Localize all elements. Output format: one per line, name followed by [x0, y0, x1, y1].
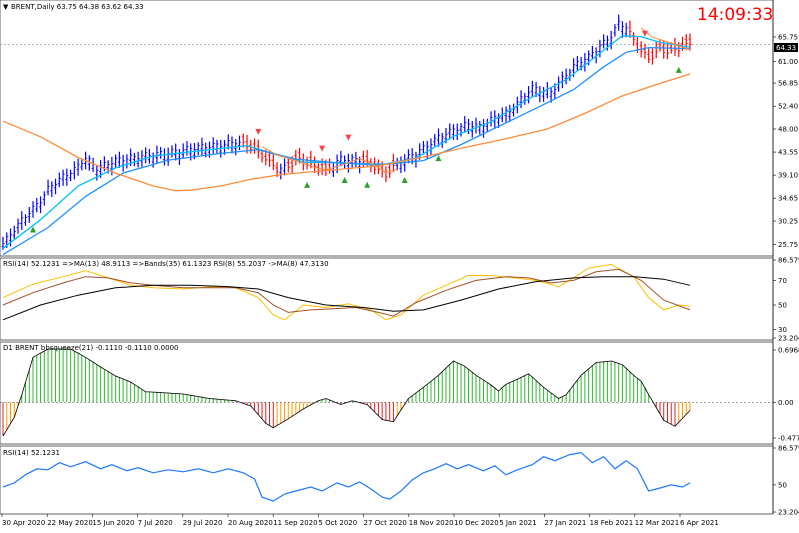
squeeze-panel[interactable]: [0, 341, 774, 445]
ma-line: [261, 146, 398, 174]
rsi-multi-label: RSI(14) 52.1231 =>MA(13) 48.9113 =>Bands…: [3, 260, 329, 268]
price-axis-label: 61.00: [778, 58, 798, 66]
price-axis-label: 39.10: [778, 172, 798, 180]
price-axis: 65.75 61.00 56.85 52.40 48.00 43.55 39.10 34.65…: [773, 33, 798, 249]
squeeze-outline: [2, 348, 691, 437]
down-arrow-icon: [319, 145, 326, 152]
price-bars: [1, 14, 692, 250]
rsi-multi-panel[interactable]: [0, 257, 774, 341]
squeeze-axis: 0.6968 0.00 -0.4774: [773, 346, 799, 443]
up-arrow-icon: [364, 181, 371, 188]
rsi-multi-axis-label: 23.2049: [778, 335, 799, 343]
price-axis-label: 48.00: [778, 126, 798, 134]
price-axis-label: 65.75: [778, 33, 798, 41]
time-label: 6 Apr 2021: [680, 519, 719, 527]
up-arrow-icon: [675, 66, 682, 73]
rsi-label: RSI(14) 52.1231: [3, 449, 60, 457]
time-label: 10 Dec 2020: [454, 519, 499, 527]
rsi-multi-axis-label: 86.5794: [778, 257, 799, 265]
squeeze-axis-label: 0.00: [778, 399, 794, 407]
time-label: 27 Oct 2020: [364, 519, 407, 527]
rsi-axis-label: 86.5794: [778, 445, 799, 453]
down-arrow-icon: [255, 128, 262, 135]
time-label: 12 Mar 2021: [635, 519, 679, 527]
squeeze-histogram: [0, 348, 773, 437]
up-arrow-icon: [435, 155, 442, 162]
time-label: 11 Sep 2020: [273, 519, 317, 527]
squeeze-label: D1 BRENT bbsqueeze(21) -0.1110 -0.1110 0…: [3, 344, 178, 352]
time-axis: 30 Apr 2020 22 May 2020 15 Jun 2020 7 Jul 2…: [1, 514, 719, 527]
time-label: 20 Aug 2020: [228, 519, 273, 527]
last-price-tag: [774, 43, 798, 52]
last-price-label: 64.33: [776, 44, 796, 52]
rsi-axis-label: 50: [778, 481, 787, 489]
down-arrow-icon: [345, 134, 352, 141]
rsi-multi-axis-label: 30: [778, 326, 787, 334]
up-arrow-icon: [304, 181, 311, 188]
price-axis-label: 30.25: [778, 218, 798, 226]
price-axis-label: 43.55: [778, 149, 798, 157]
rsi-panel[interactable]: [0, 445, 774, 515]
time-label: 5 Jan 2021: [499, 519, 537, 527]
time-label: 27 Jan 2021: [544, 519, 586, 527]
price-axis-label: 52.40: [778, 103, 798, 111]
rsi-line: [2, 451, 691, 502]
time-label: 18 Nov 2020: [409, 519, 454, 527]
time-label: 5 Oct 2020: [318, 519, 357, 527]
price-panel[interactable]: [0, 0, 774, 257]
time-label: 22 May 2020: [47, 519, 93, 527]
rsi-multi-line: [2, 268, 691, 317]
time-label: 30 Apr 2020: [2, 519, 45, 527]
price-axis-label: 34.65: [778, 195, 798, 203]
rsi-line: [2, 451, 691, 502]
ma-line: [2, 73, 691, 192]
symbol-info: BRENT,Daily 63.75 64.38 63.62 64.33: [11, 3, 144, 11]
server-clock: 14:09:33: [697, 5, 773, 25]
rsi-axis: 86.5794 50 23.2049: [773, 445, 799, 517]
time-label: 18 Feb 2021: [590, 519, 634, 527]
time-label: 7 Jul 2020: [138, 519, 173, 527]
up-arrow-icon: [341, 177, 348, 184]
rsi-multi-line: [2, 276, 691, 321]
up-arrow-icon: [30, 226, 37, 233]
rsi-multi-axis-label: 70: [778, 277, 787, 285]
signal-arrows: [30, 30, 682, 233]
rsi-axis-label: 23.2049: [778, 509, 799, 517]
squeeze-axis-label: 0.6968: [778, 346, 799, 354]
price-axis-label: 25.75: [778, 241, 798, 249]
rsi-multi-lines: [2, 263, 691, 321]
squeeze-axis-label: -0.4774: [778, 435, 799, 443]
collapse-triangle-icon[interactable]: ▼: [3, 3, 9, 11]
price-axis-label: 56.85: [778, 80, 798, 88]
up-arrow-icon: [401, 177, 408, 184]
time-label: 29 Jul 2020: [183, 519, 223, 527]
time-label: 15 Jun 2020: [92, 519, 134, 527]
rsi-multi-axis-label: 50: [778, 302, 787, 310]
down-arrow-icon: [641, 30, 648, 37]
